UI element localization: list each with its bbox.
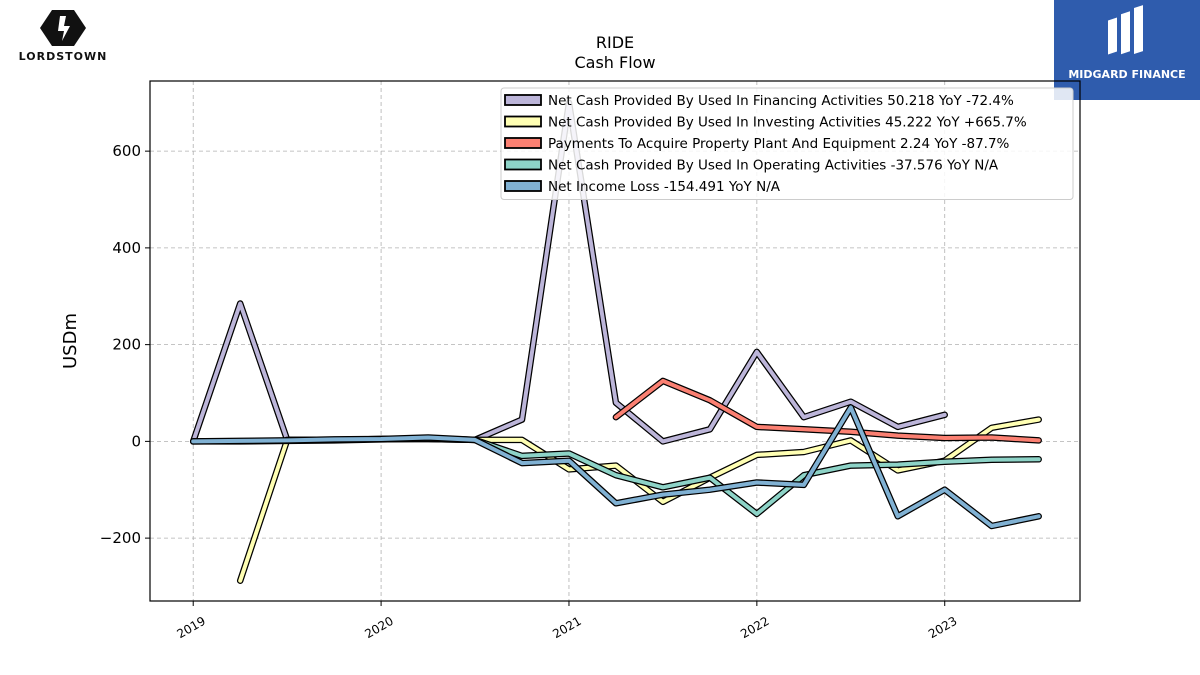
midgard-m-icon [1108, 5, 1143, 55]
x-tick-label: 2023 [926, 614, 959, 641]
legend-box [500, 87, 1074, 200]
y-tick-label: 600 [112, 142, 141, 160]
legend-swatch-2 [504, 137, 542, 149]
x-tick-label: 2022 [738, 614, 771, 641]
legend-swatch-0 [504, 94, 542, 106]
lordstown-hexagon-bolt-icon [40, 10, 86, 46]
y-tick-label: 0 [131, 432, 141, 450]
legend-swatch-1 [504, 115, 542, 128]
chart-title: RIDE [595, 33, 635, 52]
lordstown-logo: LORDSTOWN [4, 4, 122, 64]
y-axis-label: USDm [60, 313, 81, 369]
y-tick-label: 200 [112, 336, 141, 354]
series-line-2 [613, 378, 1041, 443]
lordstown-logo-text: LORDSTOWN [18, 50, 108, 63]
y-tick-label: −200 [100, 529, 141, 547]
series-line-4 [191, 405, 1041, 528]
midgard-finance-logo: MIDGARD FINANCE [1054, 0, 1200, 100]
legend-label-2: Payments To Acquire Property Plant And E… [548, 136, 1010, 152]
x-tick-label: 2019 [174, 614, 207, 641]
y-tick-label: 400 [112, 239, 141, 257]
grid-lines [150, 81, 1080, 601]
legend-label-0: Net Cash Provided By Used In Financing A… [548, 93, 1014, 109]
plot-frame [149, 80, 1081, 602]
chart-subtitle: Cash Flow [574, 53, 656, 72]
legend-swatch-3 [504, 158, 542, 171]
x-tick-label: 2021 [550, 614, 583, 641]
legend-label-3: Net Cash Provided By Used In Operating A… [548, 158, 999, 174]
legend-label-1: Net Cash Provided By Used In Investing A… [548, 115, 1027, 131]
x-tick-label: 2020 [362, 614, 395, 641]
legend-label-4: Net Income Loss -154.491 YoY N/A [548, 179, 781, 195]
legend: Net Cash Provided By Used In Financing A… [500, 87, 1074, 200]
midgard-finance-logo-text: MIDGARD FINANCE [1068, 68, 1186, 81]
legend-swatch-4 [504, 180, 542, 192]
